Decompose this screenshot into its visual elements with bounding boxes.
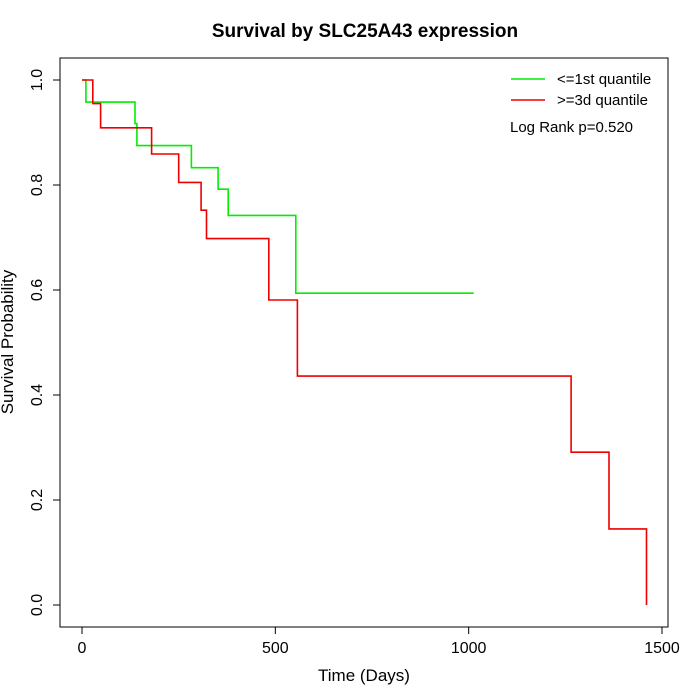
y-axis-label: Survival Probability	[0, 269, 17, 414]
y-axis: 0.0 0.2 0.4 0.6 0.8 1.0	[29, 69, 61, 616]
series-line-high	[82, 79, 648, 605]
chart-title: Survival by SLC25A43 expression	[212, 21, 518, 42]
log-rank-annotation: Log Rank p=0.520	[510, 119, 633, 136]
y-tick-label: 0.6	[29, 279, 46, 301]
x-tick-label: 500	[262, 640, 289, 657]
y-tick-label: 0.8	[29, 174, 46, 196]
y-tick-label: 0.0	[29, 594, 46, 616]
y-tick-label: 1.0	[29, 69, 46, 91]
legend-label: <=1st quantile	[557, 71, 651, 88]
x-tick-label: 0	[78, 640, 87, 657]
legend: <=1st quantile >=3d quantile	[511, 71, 651, 109]
x-axis-label: Time (Days)	[318, 666, 410, 685]
series-line-low	[82, 79, 474, 295]
x-tick-label: 1000	[451, 640, 487, 657]
y-tick-label: 0.2	[29, 489, 46, 511]
survival-curves	[82, 79, 648, 605]
legend-label: >=3d quantile	[557, 92, 648, 109]
y-tick-label: 0.4	[29, 384, 46, 406]
x-tick-label: 1500	[644, 640, 680, 657]
x-axis: 0 500 1000 1500	[78, 626, 680, 657]
